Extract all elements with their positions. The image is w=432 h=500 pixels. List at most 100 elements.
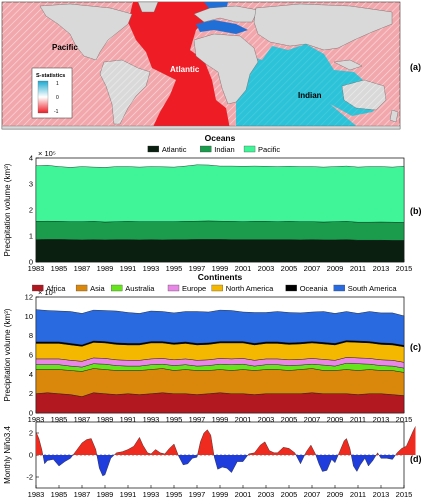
legend-colorbar bbox=[37, 80, 49, 114]
nino34-chart: 1983 1985 1987 1989 1991 1993 1995 1997 1999 2001… bbox=[3, 421, 416, 499]
y-tick-label: -2 bbox=[26, 473, 33, 482]
x-tick-label: 2003 bbox=[258, 490, 275, 499]
legend-swatch-indian bbox=[200, 145, 212, 153]
legend-label-asia: Asia bbox=[90, 284, 105, 293]
area-africa bbox=[35, 392, 405, 414]
x-tick-label: 2011 bbox=[350, 490, 366, 499]
x-tick-label: 1985 bbox=[51, 415, 68, 424]
x-tick-label: 2005 bbox=[281, 415, 298, 424]
x-tick-label: 1989 bbox=[97, 264, 114, 273]
y-tick-label: 2 bbox=[29, 206, 33, 215]
legend-label-pacific: Pacific bbox=[258, 145, 280, 154]
y-axis-label: Precipitation volume (km³) bbox=[3, 163, 12, 256]
nino-negative-area bbox=[42, 455, 396, 476]
map-label-pacific: Pacific bbox=[52, 43, 78, 52]
chart-title: Oceans bbox=[205, 133, 236, 143]
x-tick-label: 2005 bbox=[281, 264, 298, 273]
panel-label-d: (d) bbox=[410, 454, 422, 464]
x-tick-label: 1995 bbox=[166, 264, 183, 273]
x-tick-label: 2015 bbox=[396, 415, 413, 424]
x-tick-label: 1999 bbox=[212, 490, 229, 499]
y-exponent-label: × 10⁵ bbox=[38, 149, 56, 158]
y-tick-label: 1 bbox=[29, 232, 33, 241]
legend-label-south-america: South America bbox=[348, 284, 398, 293]
x-tick-label: 1995 bbox=[166, 490, 183, 499]
map-label-atlantic: Atlantic bbox=[170, 65, 200, 74]
legend-swatch-africa bbox=[32, 284, 44, 292]
y-tick-label: 2 bbox=[29, 389, 33, 398]
legend-label-europe: Europe bbox=[182, 284, 206, 293]
x-tick-label: 1987 bbox=[74, 415, 91, 424]
y-tick-label: 3 bbox=[29, 180, 33, 189]
x-tick-label: 1989 bbox=[97, 490, 114, 499]
x-tick-label: 1989 bbox=[97, 415, 114, 424]
x-tick-label: 2009 bbox=[327, 264, 344, 273]
x-tick-label: 1987 bbox=[74, 264, 91, 273]
area-indian bbox=[35, 220, 405, 241]
area-south-america bbox=[35, 309, 405, 346]
y-tick-label: 4 bbox=[29, 154, 33, 163]
x-tick-label: 1985 bbox=[51, 264, 68, 273]
x-tick-label: 2001 bbox=[235, 415, 252, 424]
x-tick-label: 1993 bbox=[143, 490, 160, 499]
nino-line bbox=[35, 426, 416, 477]
x-tick-label: 1983 bbox=[28, 415, 45, 424]
legend-swatch-asia bbox=[75, 284, 88, 292]
panel-label-c: (c) bbox=[410, 342, 421, 352]
x-tick-label: 1987 bbox=[74, 490, 91, 499]
legend-swatch-oceania bbox=[285, 284, 297, 292]
y-tick-label: 0 bbox=[29, 409, 33, 418]
legend-swatch-south-america bbox=[333, 284, 345, 292]
oceans-chart: 1983 1985 1987 1989 1991 1993 1995 1997 1999 2001… bbox=[3, 133, 412, 273]
x-tick-label: 2001 bbox=[235, 490, 252, 499]
x-tick-label: 1997 bbox=[189, 415, 206, 424]
legend-swatch-pacific bbox=[243, 145, 256, 153]
x-tick-label: 1999 bbox=[212, 415, 229, 424]
area-asia bbox=[35, 368, 405, 397]
y-axis-label: Precipitation volume (km³) bbox=[3, 308, 12, 401]
y-tick-label: 0 bbox=[29, 258, 33, 267]
legend-swatch-north-america bbox=[211, 284, 223, 292]
legend-swatch-atlantic bbox=[147, 145, 160, 153]
legend-tick-minus1: -1 bbox=[54, 109, 59, 115]
x-tick-label: 1997 bbox=[189, 264, 206, 273]
x-tick-label: 1991 bbox=[120, 415, 137, 424]
mediterranean-region bbox=[196, 20, 248, 34]
legend-label-oceania: Oceania bbox=[300, 284, 329, 293]
x-tick-label: 1995 bbox=[166, 415, 183, 424]
legend-swatch-australia bbox=[111, 284, 123, 292]
y-tick-label: 4 bbox=[29, 370, 33, 379]
x-tick-label: 1985 bbox=[51, 490, 68, 499]
y-tick-label: 12 bbox=[25, 293, 33, 302]
x-tick-label: 2011 bbox=[350, 264, 366, 273]
x-tick-label: 2001 bbox=[235, 264, 252, 273]
x-tick-label: 2013 bbox=[373, 264, 390, 273]
x-tick-label: 1999 bbox=[212, 264, 229, 273]
y-exponent-label: × 10⁴ bbox=[38, 288, 56, 297]
continents-chart: 1983 1985 1987 1989 1991 1993 1995 1997 1999 2001… bbox=[3, 272, 412, 424]
panel-label-a: (a) bbox=[410, 62, 421, 72]
legend-title: S-statistics bbox=[36, 73, 65, 79]
x-tick-label: 2007 bbox=[304, 264, 321, 273]
world-map: Pacific Atlantic Indian S-statistics 1 0… bbox=[1, 1, 401, 130]
y-tick-label: 2 bbox=[29, 429, 33, 438]
atlantic-ocean-region bbox=[128, 2, 230, 129]
x-tick-label: 2007 bbox=[304, 415, 321, 424]
y-tick-label: 10 bbox=[25, 312, 33, 321]
x-tick-label: 2009 bbox=[327, 415, 344, 424]
x-tick-label: 1991 bbox=[120, 490, 137, 499]
x-tick-label: 2013 bbox=[373, 490, 390, 499]
x-tick-label: 1997 bbox=[189, 490, 206, 499]
legend-label-africa: Africa bbox=[46, 284, 66, 293]
x-tick-label: 2005 bbox=[281, 490, 298, 499]
x-tick-label: 2011 bbox=[350, 415, 366, 424]
x-tick-label: 2015 bbox=[396, 490, 413, 499]
x-tick-label: 2015 bbox=[396, 264, 413, 273]
x-tick-label: 1991 bbox=[120, 264, 137, 273]
nino-positive-area bbox=[36, 426, 416, 455]
legend-label-north-america: North America bbox=[226, 284, 274, 293]
x-tick-label: 2013 bbox=[373, 415, 390, 424]
legend-tick-1: 1 bbox=[56, 81, 59, 87]
legend-label-indian: Indian bbox=[214, 145, 234, 154]
